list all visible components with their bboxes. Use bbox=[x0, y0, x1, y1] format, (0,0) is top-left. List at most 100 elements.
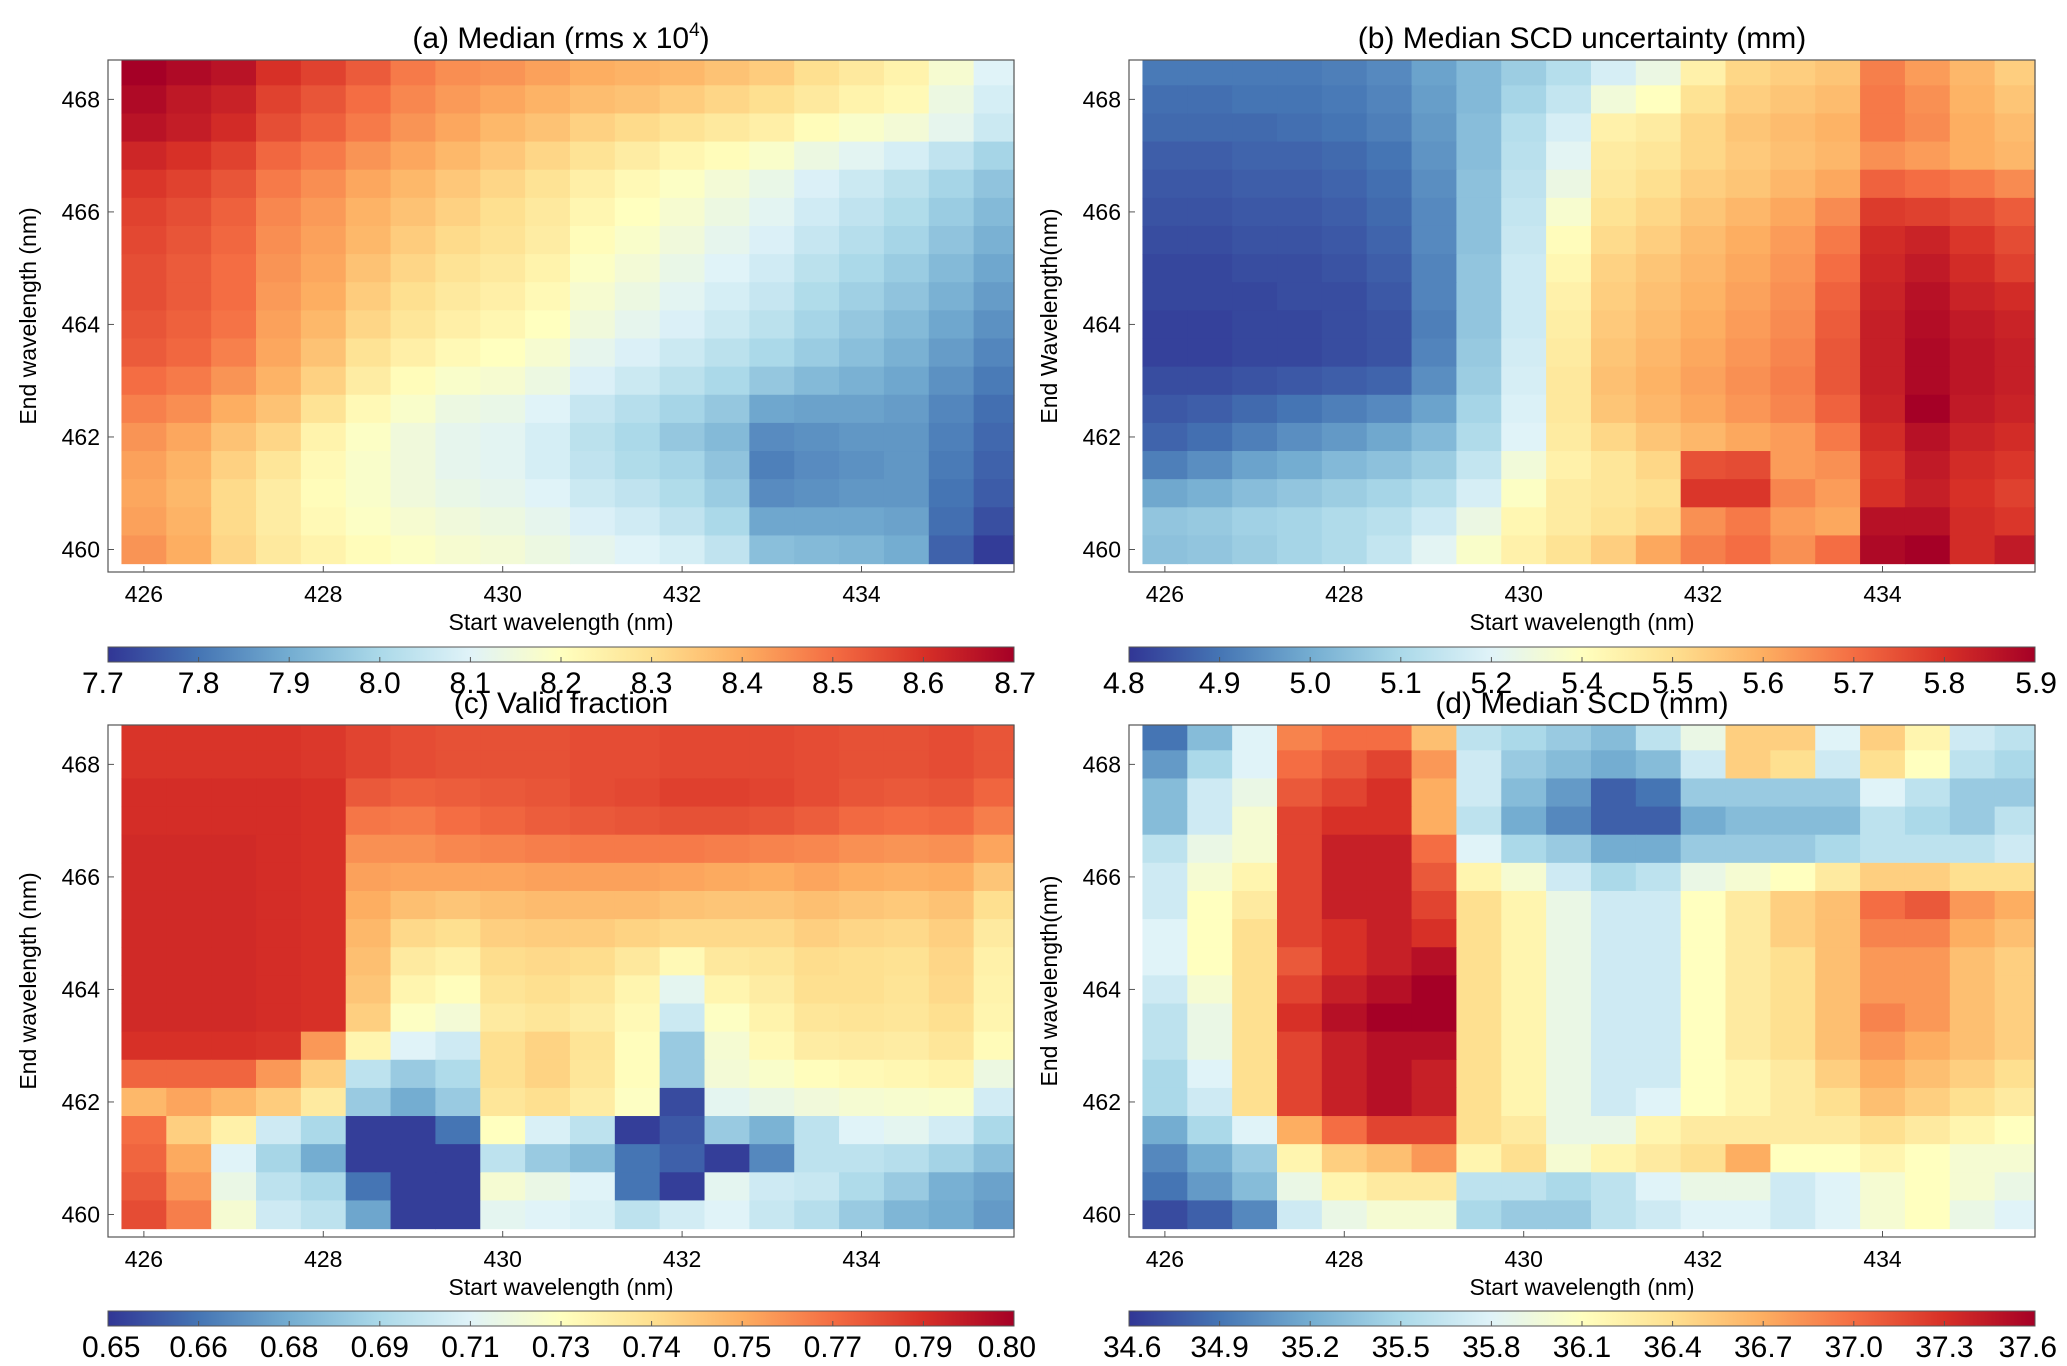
heatmap-cell bbox=[973, 85, 1015, 115]
heatmap-cell bbox=[973, 479, 1015, 508]
x-tick-label: 434 bbox=[842, 1246, 881, 1272]
heatmap-cell bbox=[1815, 1200, 1861, 1230]
heatmap-cell bbox=[704, 535, 750, 565]
heatmap-cell bbox=[1501, 778, 1547, 808]
heatmap-cell bbox=[525, 451, 571, 480]
heatmap-cell bbox=[390, 1087, 437, 1117]
heatmap-cell bbox=[390, 834, 437, 864]
heatmap-cell bbox=[1904, 890, 1951, 920]
heatmap-cell bbox=[1277, 507, 1323, 537]
heatmap-cell bbox=[166, 1200, 212, 1230]
heatmap-cell bbox=[1321, 225, 1368, 255]
heatmap-cell bbox=[1949, 535, 1996, 565]
heatmap-cell bbox=[1815, 282, 1861, 311]
heatmap-cell bbox=[614, 1144, 661, 1173]
heatmap-cell bbox=[569, 806, 616, 836]
heatmap-cell bbox=[1232, 366, 1278, 396]
heatmap-cell bbox=[1904, 535, 1951, 565]
heatmap-cell bbox=[1546, 947, 1592, 976]
heatmap-cell bbox=[121, 85, 167, 115]
chart-title: (a) Median (rms x 104) bbox=[412, 20, 709, 55]
heatmap-cell bbox=[704, 310, 750, 340]
heatmap-cell bbox=[973, 862, 1015, 892]
heatmap-cell bbox=[121, 750, 167, 780]
colorbar-tick-label: 8.2 bbox=[540, 667, 582, 700]
heatmap-cell bbox=[1725, 141, 1771, 171]
heatmap-cell bbox=[300, 507, 347, 537]
heatmap-cell bbox=[1142, 394, 1188, 424]
heatmap-cell bbox=[1590, 197, 1637, 227]
heatmap-cell bbox=[614, 1031, 661, 1061]
heatmap-cell bbox=[166, 422, 212, 452]
heatmap-cell bbox=[1232, 1059, 1278, 1089]
heatmap-cell bbox=[973, 225, 1015, 255]
heatmap-cell bbox=[1366, 1003, 1413, 1033]
heatmap-cell bbox=[1277, 85, 1323, 115]
heatmap-cell bbox=[839, 834, 885, 864]
heatmap-cell bbox=[794, 778, 840, 808]
heatmap-cell bbox=[883, 422, 930, 452]
heatmap-cell bbox=[569, 366, 616, 396]
heatmap-cell bbox=[1456, 806, 1502, 836]
heatmap-cell bbox=[1635, 169, 1682, 199]
heatmap-cell bbox=[390, 1172, 437, 1202]
heatmap-cell bbox=[928, 479, 975, 508]
heatmap-cell bbox=[1546, 1059, 1592, 1089]
heatmap-cell bbox=[1904, 919, 1951, 948]
colorbar-tick-label: 8.5 bbox=[812, 667, 854, 700]
heatmap-cell bbox=[1590, 479, 1637, 508]
heatmap-cell bbox=[1546, 1200, 1592, 1230]
heatmap-cell bbox=[345, 1087, 392, 1117]
x-tick-label: 432 bbox=[1684, 1246, 1722, 1272]
heatmap-cell bbox=[300, 310, 347, 340]
heatmap-cell bbox=[256, 1031, 302, 1061]
heatmap-cell bbox=[390, 778, 437, 808]
heatmap-cell bbox=[435, 479, 481, 508]
heatmap-cell bbox=[794, 1200, 840, 1230]
heatmap-cell bbox=[1725, 1144, 1771, 1173]
heatmap-cell bbox=[1635, 834, 1682, 864]
heatmap-cell bbox=[1860, 890, 1906, 920]
heatmap-cell bbox=[390, 197, 437, 227]
heatmap-cell bbox=[614, 141, 661, 171]
heatmap-cell bbox=[1411, 225, 1458, 255]
heatmap-cell bbox=[390, 919, 437, 948]
heatmap-cell bbox=[1142, 479, 1188, 508]
heatmap-cell bbox=[480, 169, 526, 199]
colorbar-valid-fraction: 0.65 0.66 0.68 0.69 0.71 0.73 0.74 0.75 0.77 0.79… bbox=[82, 1310, 1036, 1364]
heatmap-cell bbox=[1546, 862, 1592, 892]
heatmap-cell bbox=[1546, 338, 1592, 368]
heatmap-cell bbox=[659, 725, 706, 751]
heatmap-cell bbox=[1904, 725, 1951, 751]
heatmap-cell bbox=[345, 975, 392, 1005]
heatmap-cell bbox=[1949, 141, 1996, 171]
heatmap-cell bbox=[211, 975, 257, 1005]
heatmap-cell bbox=[300, 479, 347, 508]
heatmap-cell bbox=[211, 778, 257, 808]
heatmap-cell bbox=[1232, 919, 1278, 948]
heatmap-cell bbox=[480, 1200, 526, 1230]
x-tick-label: 428 bbox=[1325, 581, 1363, 607]
heatmap-cell bbox=[435, 725, 481, 751]
heatmap-cell bbox=[1680, 1200, 1727, 1230]
heatmap-cell bbox=[1815, 1116, 1861, 1145]
heatmap-cell bbox=[1277, 975, 1323, 1005]
heatmap-cell bbox=[1635, 141, 1682, 171]
heatmap-cell bbox=[839, 254, 885, 283]
heatmap-cell bbox=[345, 1059, 392, 1089]
heatmap-cell bbox=[749, 507, 795, 537]
heatmap-cell bbox=[256, 890, 302, 920]
heatmap-cell bbox=[1187, 778, 1233, 808]
heatmap-cell bbox=[1456, 975, 1502, 1005]
heatmap-cell bbox=[390, 535, 437, 565]
heatmap-cell bbox=[704, 1144, 750, 1173]
heatmap-cell bbox=[345, 338, 392, 368]
heatmap-cell bbox=[1232, 834, 1278, 864]
y-tick-label: 460 bbox=[1083, 1201, 1121, 1227]
colorbar-rms: 7.7 7.8 7.9 8.0 8.1 8.2 8.3 8.4 8.5 8.6 8.7 bbox=[82, 646, 1036, 700]
heatmap-cell bbox=[1949, 1116, 1996, 1145]
heatmap-cell bbox=[1501, 451, 1547, 480]
heatmap-cell bbox=[1187, 862, 1233, 892]
heatmap-cell bbox=[1590, 1172, 1637, 1202]
heatmap-cell bbox=[704, 479, 750, 508]
